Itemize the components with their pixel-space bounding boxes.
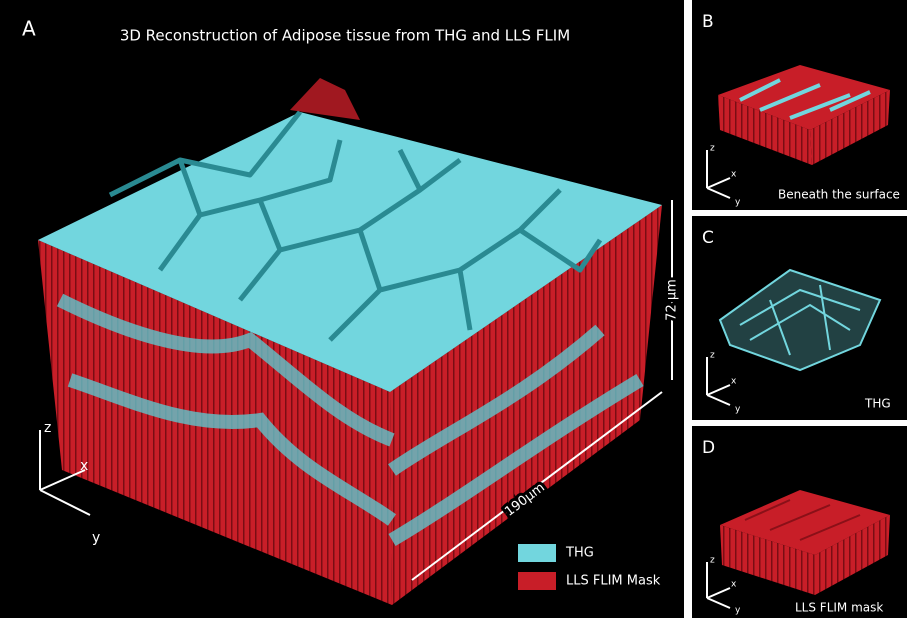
axis-label: z <box>44 420 51 436</box>
axis-arrows <box>706 562 731 609</box>
top-face <box>38 112 662 392</box>
cell-outlines <box>108 110 603 342</box>
axis-arrows <box>39 430 91 516</box>
legend-label: LLS FLIM Mask <box>566 574 661 589</box>
panel-title: 3D Reconstruction of Adipose tissue from… <box>120 27 570 45</box>
cell-outlines <box>739 78 871 120</box>
panel-d: D z x y LLS FLIM mask <box>692 426 907 618</box>
scale-bar-xy <box>411 391 663 581</box>
axis-arrows <box>706 150 731 199</box>
caption: THG <box>864 397 891 411</box>
axis-label: y <box>735 606 741 616</box>
axis-label: z <box>710 556 715 566</box>
axis-label: y <box>735 198 741 208</box>
axis-label: z <box>710 351 715 361</box>
thg-structure <box>718 268 882 372</box>
axis-label: y <box>735 405 741 415</box>
panel-label: B <box>702 12 714 32</box>
thg-side-structure <box>56 293 644 547</box>
legend: THG LLS FLIM Mask <box>518 544 661 590</box>
panel-label: A <box>22 17 36 41</box>
axis-label: x <box>731 377 737 387</box>
panel-b: B z x y Beneath the surface <box>692 0 907 210</box>
caption: LLS FLIM mask <box>795 601 883 615</box>
panel-label: C <box>702 228 714 248</box>
right-face <box>815 515 890 595</box>
left-face <box>718 95 812 165</box>
legend-label: THG <box>565 546 594 561</box>
top-face <box>720 490 890 555</box>
top-fragment <box>290 78 360 120</box>
axis-label: z <box>710 144 715 154</box>
caption: Beneath the surface <box>778 188 900 202</box>
axis-label: x <box>80 458 88 474</box>
axis-label: y <box>92 530 100 546</box>
cell-outlines <box>744 499 861 541</box>
left-face <box>720 525 815 595</box>
axis-arrows <box>706 357 731 406</box>
right-face <box>810 90 890 165</box>
scale-label: 72 µm <box>665 279 680 321</box>
top-face <box>718 65 890 130</box>
legend-swatch <box>518 544 556 562</box>
panel-a: A 3D Reconstruction of Adipose tissue fr… <box>0 0 684 618</box>
panel-c: C z x y THG <box>692 216 907 420</box>
panel-label: D <box>702 438 715 458</box>
legend-swatch <box>518 572 556 590</box>
axis-label: x <box>731 580 737 590</box>
axis-label: x <box>731 170 737 180</box>
